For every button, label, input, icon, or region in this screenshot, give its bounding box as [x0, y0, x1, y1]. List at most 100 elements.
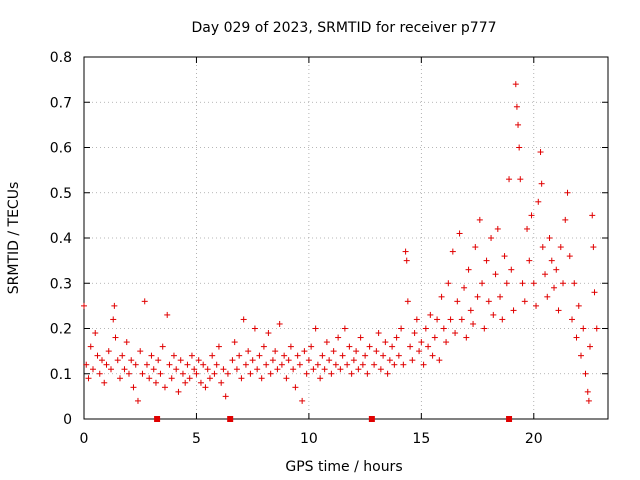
- data-point: [312, 325, 319, 332]
- data-point: [443, 339, 450, 346]
- data-point: [481, 325, 488, 332]
- data-point: [357, 334, 364, 341]
- data-point: [92, 330, 99, 337]
- data-point: [132, 361, 139, 368]
- y-tick-label: 0.5: [50, 186, 72, 202]
- y-tick-label: 0: [63, 412, 72, 428]
- data-point: [585, 397, 592, 404]
- data-point: [220, 366, 227, 373]
- data-point: [463, 334, 470, 341]
- data-point: [81, 302, 87, 309]
- data-point: [516, 144, 523, 151]
- y-tick-label: 0.2: [50, 322, 72, 338]
- data-point: [472, 244, 479, 251]
- data-point: [362, 352, 369, 359]
- data-point: [400, 361, 407, 368]
- data-point: [593, 325, 600, 332]
- data-point: [589, 212, 596, 219]
- data-point: [393, 334, 400, 341]
- data-point: [249, 357, 256, 364]
- data-point: [533, 302, 540, 309]
- data-point: [128, 357, 135, 364]
- data-point: [494, 225, 501, 232]
- data-point: [490, 311, 497, 318]
- y-axis-label: SRMTID / TECUs: [6, 182, 22, 295]
- data-point: [492, 271, 499, 278]
- data-point: [281, 352, 288, 359]
- data-point: [479, 280, 486, 287]
- data-point: [274, 366, 281, 373]
- data-point: [447, 316, 454, 323]
- data-point: [373, 348, 380, 355]
- data-point: [134, 397, 141, 404]
- data-point: [251, 325, 258, 332]
- data-point: [375, 330, 382, 337]
- data-point: [452, 330, 459, 337]
- data-point: [233, 366, 240, 373]
- data-point: [386, 357, 393, 364]
- data-point: [499, 316, 506, 323]
- data-point: [418, 339, 425, 346]
- data-point: [538, 180, 545, 187]
- data-point: [371, 361, 378, 368]
- data-point: [211, 370, 218, 377]
- data-point: [152, 379, 159, 386]
- data-point: [238, 375, 245, 382]
- data-point: [425, 343, 432, 350]
- data-gap-marker: [154, 416, 161, 422]
- data-point: [431, 334, 438, 341]
- data-point: [179, 370, 186, 377]
- data-point: [407, 343, 414, 350]
- data-point: [119, 352, 126, 359]
- data-point: [467, 307, 474, 314]
- data-point: [341, 325, 348, 332]
- data-point: [591, 289, 598, 296]
- data-point: [411, 330, 418, 337]
- data-point: [188, 352, 195, 359]
- data-point: [111, 302, 118, 309]
- data-point: [94, 352, 101, 359]
- data-point: [231, 339, 238, 346]
- data-point: [258, 375, 265, 382]
- data-point: [364, 370, 371, 377]
- data-point: [222, 393, 229, 400]
- data-point: [404, 298, 411, 305]
- y-tick-label: 0.1: [50, 367, 72, 383]
- data-point: [110, 316, 117, 323]
- data-point: [161, 384, 168, 391]
- data-point: [355, 366, 362, 373]
- data-point: [191, 366, 198, 373]
- data-point: [173, 366, 180, 373]
- data-point: [476, 216, 483, 223]
- data-point: [209, 352, 216, 359]
- data-point: [168, 375, 175, 382]
- data-point: [422, 325, 429, 332]
- data-point: [359, 361, 366, 368]
- data-point: [542, 271, 549, 278]
- data-point: [483, 257, 490, 264]
- data-point: [260, 343, 267, 350]
- data-point: [215, 343, 222, 350]
- data-gap-marker: [227, 416, 234, 422]
- data-point: [170, 352, 177, 359]
- data-point: [177, 357, 184, 364]
- data-point: [377, 366, 384, 373]
- data-point: [409, 357, 416, 364]
- data-point: [83, 361, 90, 368]
- x-tick-label: 0: [80, 431, 89, 447]
- data-point: [510, 307, 517, 314]
- data-point: [555, 307, 562, 314]
- data-point: [141, 298, 148, 305]
- data-point: [202, 384, 209, 391]
- data-point: [116, 375, 123, 382]
- data-point: [96, 370, 103, 377]
- data-point: [590, 244, 597, 251]
- data-point: [517, 176, 524, 183]
- y-tick-label: 0.4: [50, 231, 72, 247]
- data-point: [436, 357, 443, 364]
- data-point: [506, 176, 513, 183]
- data-point: [276, 320, 283, 327]
- data-gap-marker: [506, 416, 513, 422]
- y-tick-label: 0.7: [50, 95, 72, 111]
